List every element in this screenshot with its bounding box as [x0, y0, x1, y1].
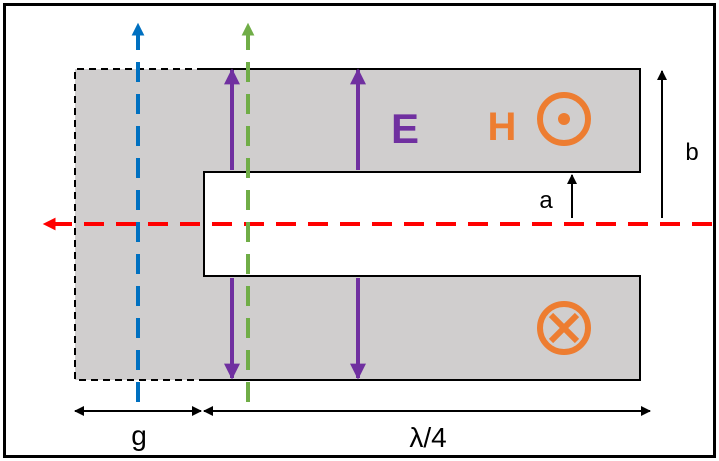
- lambda-quarter-label: λ/4: [409, 422, 446, 453]
- circle-cross-icon: [537, 301, 591, 355]
- circle-dot-icon: [537, 92, 591, 146]
- a-label: a: [539, 187, 553, 214]
- h-field-label: H: [488, 105, 517, 149]
- b-label: b: [685, 139, 698, 166]
- choke-body: [204, 69, 640, 380]
- choke-body-outline: [203, 68, 641, 381]
- outer-frame: [3, 3, 716, 458]
- g-label: g: [131, 420, 147, 451]
- e-field-label: E: [391, 105, 419, 152]
